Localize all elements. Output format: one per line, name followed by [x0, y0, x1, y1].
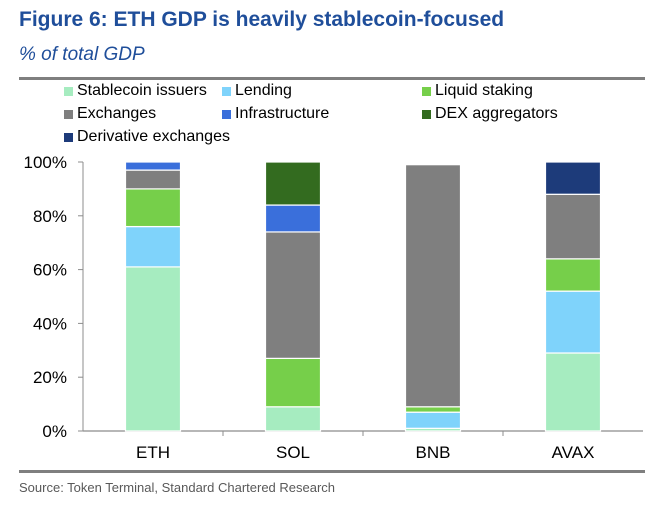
legend-swatch: [64, 109, 73, 119]
bar-sol-liquid-staking: [264, 357, 322, 408]
bar-sol-infrastructure: [264, 204, 322, 233]
y-tick-label: 80%: [33, 207, 67, 226]
bar-sol-exchanges: [264, 231, 322, 359]
legend-label: Stablecoin issuers: [77, 82, 207, 99]
y-tick-label: 40%: [33, 314, 67, 333]
top-divider: [19, 77, 645, 80]
bar-eth-exchanges: [124, 169, 182, 190]
bar-sol-stablecoin-issuers: [264, 406, 322, 432]
bar-avax-lending: [544, 290, 602, 354]
legend-swatch: [422, 86, 431, 96]
legend-item-derivative-exchanges: Derivative exchanges: [64, 128, 230, 146]
source-note: Source: Token Terminal, Standard Charter…: [19, 480, 336, 495]
legend-label: Infrastructure: [235, 105, 330, 122]
legend-label: Lending: [235, 82, 292, 99]
y-tick-label: 100%: [24, 153, 67, 172]
legend-swatch: [422, 109, 431, 119]
y-tick-label: 60%: [33, 261, 67, 280]
legend-label: Exchanges: [77, 105, 157, 122]
bar-eth-stablecoin-issuers: [124, 266, 182, 432]
bar-eth-liquid-staking: [124, 188, 182, 228]
legend-item-stablecoin-issuers: Stablecoin issuers: [64, 82, 207, 100]
x-tick-label: ETH: [136, 443, 170, 462]
bar-avax-liquid-staking: [544, 258, 602, 292]
legend-item-exchanges: Exchanges: [64, 105, 156, 123]
bar-avax-stablecoin-issuers: [544, 352, 602, 432]
chart-subtitle: % of total GDP: [19, 44, 145, 65]
bar-eth-lending: [124, 225, 182, 268]
legend-label: Derivative exchanges: [77, 128, 230, 145]
legend-label: Liquid staking: [435, 82, 533, 99]
bar-sol-dex-aggregators: [264, 161, 322, 206]
bar-bnb-exchanges: [404, 164, 462, 408]
legend-item-dex-aggregators: DEX aggregators: [422, 105, 558, 123]
x-tick-label: BNB: [416, 443, 451, 462]
legend-item-infrastructure: Infrastructure: [222, 105, 329, 123]
x-tick-label: SOL: [276, 443, 310, 462]
legend-label: DEX aggregators: [435, 105, 558, 122]
y-tick-label: 0%: [42, 422, 67, 441]
legend-item-liquid-staking: Liquid staking: [422, 82, 533, 100]
bottom-divider: [19, 470, 645, 473]
legend-swatch: [64, 132, 73, 142]
bar-bnb-liquid-staking: [404, 406, 462, 413]
chart-title: Figure 6: ETH GDP is heavily stablecoin-…: [19, 8, 505, 31]
bar-avax-derivative-exchanges: [544, 161, 602, 195]
legend-swatch: [64, 86, 73, 96]
bar-eth-infrastructure: [124, 161, 182, 171]
bar-bnb-lending: [404, 411, 462, 429]
y-tick-label: 20%: [33, 368, 67, 387]
bar-avax-exchanges: [544, 193, 602, 260]
legend-swatch: [222, 86, 231, 96]
legend-swatch: [222, 109, 231, 119]
legend-item-lending: Lending: [222, 82, 292, 100]
x-tick-label: AVAX: [552, 443, 595, 462]
